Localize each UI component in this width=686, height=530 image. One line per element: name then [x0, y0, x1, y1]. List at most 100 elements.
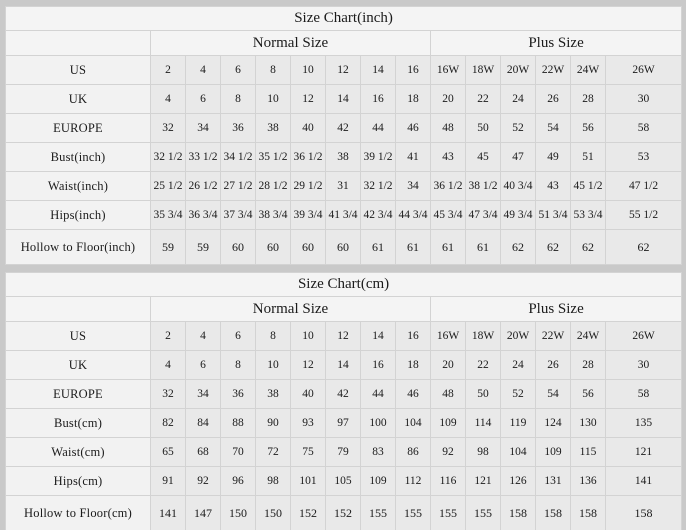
charts-container: Size Chart(inch) Normal Size Plus Size US 2 4… [4, 6, 683, 530]
table-cell: 22 [465, 84, 501, 114]
table-cell: 62 [535, 229, 571, 265]
chart-title: Size Chart(cm) [4, 272, 683, 297]
table-cell: 136 [570, 466, 606, 496]
table-cell: 60 [325, 229, 361, 265]
section-header-normal-size: Normal Size [150, 30, 431, 56]
table-cell: 58 [604, 113, 683, 143]
table-cell: 155 [395, 495, 431, 530]
table-cell: 44 [360, 379, 396, 409]
table-cell: 6 [220, 321, 256, 351]
row-label: Waist(cm) [5, 437, 151, 467]
table-cell: 59 [185, 229, 221, 265]
row-label: Hollow to Floor(inch) [5, 229, 151, 265]
table-cell: 18 [395, 350, 431, 380]
table-cell: 50 [465, 113, 501, 143]
table-row: UK 4 6 8 10 12 14 16 18 20 22 24 26 28 30 [5, 350, 683, 380]
table-cell: 32 1/2 [360, 171, 396, 201]
table-cell: 61 [430, 229, 466, 265]
table-cell: 20W [500, 321, 536, 351]
table-cell: 36 3/4 [185, 200, 221, 230]
table-cell: 8 [220, 350, 256, 380]
table-cell: 26 1/2 [185, 171, 221, 201]
table-cell: 45 [465, 142, 501, 172]
table-cell: 22W [535, 55, 571, 85]
table-cell: 109 [360, 466, 396, 496]
table-cell: 131 [535, 466, 571, 496]
row-label: Hips(inch) [5, 200, 151, 230]
table-cell: 24 [500, 84, 536, 114]
table-cell: 97 [325, 408, 361, 438]
table-cell: 47 [500, 142, 536, 172]
table-cell: 18W [465, 321, 501, 351]
table-cell: 115 [570, 437, 606, 467]
table-cell: 31 [325, 171, 361, 201]
table-cell: 158 [500, 495, 536, 530]
table-cell: 30 [604, 84, 683, 114]
table-cell: 141 [604, 466, 683, 496]
table-cell: 158 [535, 495, 571, 530]
table-cell: 92 [185, 466, 221, 496]
table-cell: 18 [395, 84, 431, 114]
table-cell: 82 [150, 408, 186, 438]
table-cell: 92 [430, 437, 466, 467]
table-cell: 41 [395, 142, 431, 172]
table-cell: 59 [150, 229, 186, 265]
table-cell: 155 [465, 495, 501, 530]
table-cell: 75 [290, 437, 326, 467]
table-cell: 2 [150, 321, 186, 351]
table-cell: 54 [535, 379, 571, 409]
table-cell: 96 [220, 466, 256, 496]
table-cell: 22W [535, 321, 571, 351]
table-cell: 61 [465, 229, 501, 265]
row-label: Hips(cm) [5, 466, 151, 496]
table-cell: 51 [570, 142, 606, 172]
table-cell: 12 [325, 321, 361, 351]
table-cell: 42 [325, 113, 361, 143]
table-cell: 34 [185, 113, 221, 143]
table-cell: 38 1/2 [465, 171, 501, 201]
table-cell: 26 [535, 84, 571, 114]
table-cell: 141 [150, 495, 186, 530]
table-cell: 4 [150, 350, 186, 380]
table-row: Hollow to Floor(inch) 59 59 60 60 60 60 61 61 61 6… [5, 229, 683, 265]
table-row: US 2 4 6 8 10 12 14 16 16W 18W 20W 22W 24W 26W [5, 55, 683, 85]
table-cell: 44 [360, 113, 396, 143]
section-header-plus-size: Plus Size [429, 296, 683, 322]
table-cell: 91 [150, 466, 186, 496]
table-cell: 10 [255, 84, 291, 114]
table-row: Waist(inch) 25 1/2 26 1/2 27 1/2 28 1/2 29 1/… [5, 171, 683, 201]
table-cell: 8 [220, 84, 256, 114]
table-cell: 22 [465, 350, 501, 380]
table-row: Bust(cm) 82 84 88 90 93 97 100 104 109 114 119 124 13… [5, 408, 683, 438]
table-cell: 130 [570, 408, 606, 438]
table-cell: 104 [395, 408, 431, 438]
table-cell: 155 [430, 495, 466, 530]
table-cell: 26W [604, 321, 683, 351]
table-cell: 6 [185, 350, 221, 380]
table-cell: 55 1/2 [604, 200, 683, 230]
table-cell: 24W [570, 55, 606, 85]
table-cell: 34 [185, 379, 221, 409]
table-cell: 44 3/4 [395, 200, 431, 230]
table-cell: 152 [325, 495, 361, 530]
table-cell: 32 [150, 379, 186, 409]
table-cell: 60 [255, 229, 291, 265]
table-cell: 36 [220, 113, 256, 143]
table-cell: 105 [325, 466, 361, 496]
table-cell: 52 [500, 113, 536, 143]
table-cell: 10 [290, 55, 326, 85]
table-row: US 2 4 6 8 10 12 14 16 16W 18W 20W 22W 24W 26W [5, 321, 683, 351]
table-cell: 121 [604, 437, 683, 467]
table-cell: 4 [185, 321, 221, 351]
table-row: EUROPE 32 34 36 38 40 42 44 46 48 50 52 54 56 58 [5, 379, 683, 409]
table-cell: 60 [220, 229, 256, 265]
table-cell: 56 [570, 113, 606, 143]
table-cell: 38 [255, 379, 291, 409]
table-cell: 109 [535, 437, 571, 467]
table-cell: 72 [255, 437, 291, 467]
table-cell: 62 [500, 229, 536, 265]
row-label: Bust(cm) [5, 408, 151, 438]
table-cell: 45 3/4 [430, 200, 466, 230]
table-cell: 62 [570, 229, 606, 265]
table-cell: 41 3/4 [325, 200, 361, 230]
